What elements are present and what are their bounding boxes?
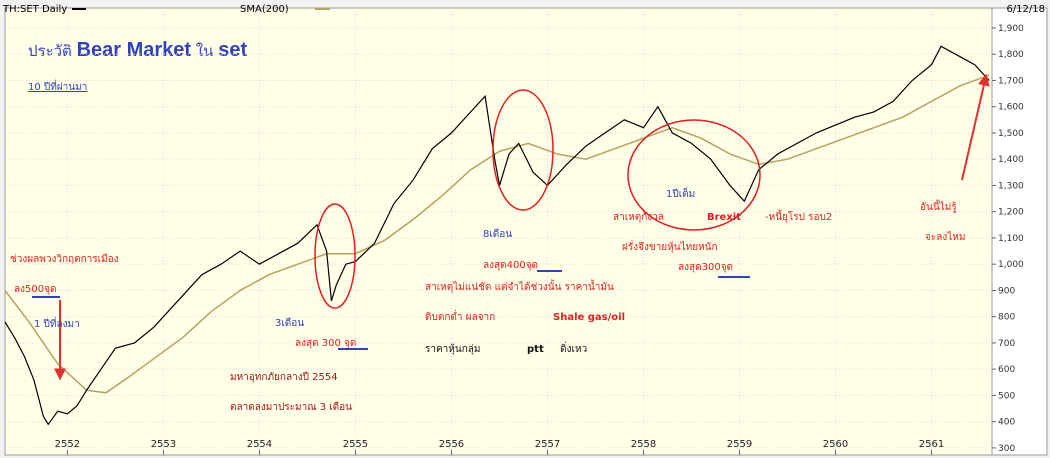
annotation: อันนี้ไม่รู้ [920,199,957,213]
price-line [4,45,990,426]
annotation: ลง500จุด [14,284,56,295]
y-tick-label: 1,900 [998,24,1024,34]
arrow [961,73,990,181]
header-date: 6/12/18 [1006,4,1045,15]
highlight-ellipse [492,89,554,211]
y-tick-label: 1,500 [998,129,1024,139]
x-tick-label: 2554 [247,439,272,450]
y-tick-label: 900 [998,286,1015,296]
annotation: ดิ่งเหว [557,341,587,355]
annotation: สาเหตุไม่แน่ชัด แต่จำได้ช่วงนั้น ราคาน้ำ… [425,279,614,293]
x-tick-label: 2555 [343,439,368,450]
annotation: ลงสุด 300 จุด [295,338,356,349]
y-tick-label: 1,200 [998,208,1024,218]
y-tick-label: 700 [998,339,1015,349]
y-axis-area [991,7,1048,456]
header-left: TH:SET Daily [2,4,67,15]
plot-area [4,7,993,456]
y-tick-label: 1,000 [998,260,1024,270]
annotation: 1ปีเต็ม [666,186,695,200]
annotation: Shale gas/oil [553,312,625,323]
y-tick-label: 1,400 [998,155,1024,165]
annotation: 3เดือน [275,317,304,329]
x-tick-label: 2561 [919,439,944,450]
y-tick-label: 1,700 [998,76,1024,86]
annotation: มหาอุทกภัยกลางปี 2554 [230,371,338,383]
annotation: จะลงไหม [925,231,965,243]
annotation: 8เดือน [483,228,512,240]
highlight-ellipse [627,119,761,231]
title-part: ประวัติ [28,42,77,60]
annotation: ลงสุด300จุด [678,262,733,273]
x-tick-label: 2560 [823,439,848,450]
highlight-ellipse [314,203,356,309]
annotation: ตลาดลงมาประมาณ 3 เดือน [230,401,352,413]
annotation: -หนี้ยุโรป รอบ2 [765,209,832,223]
y-tick-label: 400 [998,418,1015,428]
annotation: ช่วงผลพวงวิกฤตการเมือง [10,253,119,265]
y-tick-label: 600 [998,365,1015,375]
x-tick-label: 2559 [727,439,752,450]
chart-title: ประวัติ Bear Market ใน set [28,39,247,61]
annotation: ดิบตกต่ำ ผลจาก [425,309,498,323]
annotation: ฝรั่งจึงขายหุ้นไทยหนัก [622,239,718,253]
price-line [4,74,990,394]
y-tick-label: 1,100 [998,234,1024,244]
annotation: ptt [527,344,544,355]
x-tick-label: 2553 [151,439,176,450]
subtitle: 10 ปีที่ผ่านมา [28,79,87,93]
x-tick-label: 2556 [439,439,464,450]
annotation: ลงสุด400จุด [483,260,538,271]
annotation: สาเหตุกังวล [613,212,667,223]
annotation: ราคาหุ้นกลุ่ม [425,343,484,355]
title-part: ใน [191,42,218,60]
annotation: 1 ปีที่ลงมา [34,316,80,330]
y-tick-label: 500 [998,391,1015,401]
annotation: Brexit [707,212,741,223]
title-part: Bear Market [77,39,192,61]
y-tick-label: 1,600 [998,103,1024,113]
title-part: set [218,39,247,61]
y-tick-label: 1,800 [998,50,1024,60]
x-tick-label: 2558 [631,439,656,450]
legend-label: SMA(200) [240,4,289,15]
y-tick-label: 800 [998,313,1015,323]
x-tick-label: 2552 [55,439,80,450]
x-tick-label: 2557 [535,439,560,450]
y-tick-label: 300 [998,444,1015,454]
y-tick-label: 1,300 [998,181,1024,191]
